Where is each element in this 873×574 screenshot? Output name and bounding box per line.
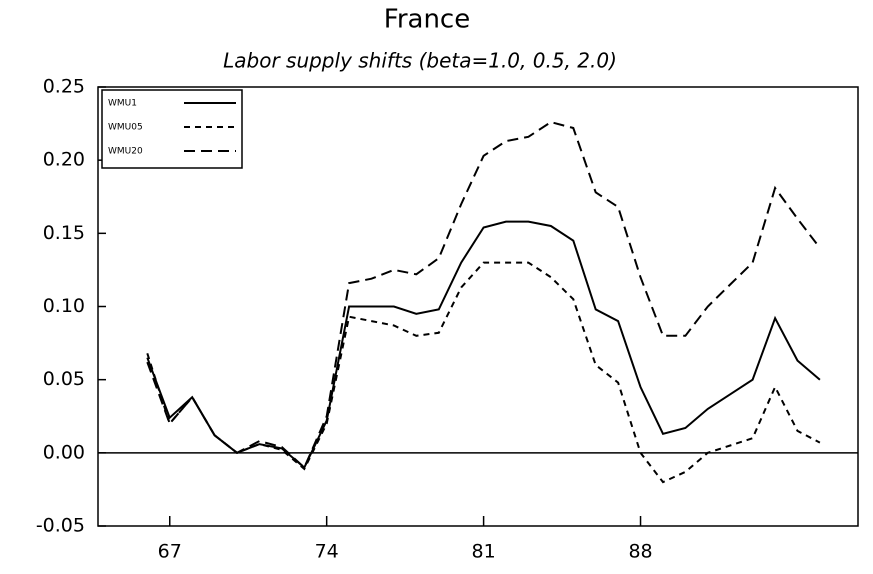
legend-label: WMU20 [108,147,143,157]
y-tick-label: 0.25 [43,76,85,98]
line-series [146,121,821,470]
x-tick-label: 81 [472,541,496,563]
y-tick-label: 0.15 [43,222,85,244]
chart-subtitle: Labor supply shifts (beta=1.0, 0.5, 2.0) [223,49,617,73]
y-tick-label: 0.20 [43,149,85,171]
y-tick-label: 0.05 [43,368,85,390]
x-tick-label: 67 [158,541,182,563]
line-series [146,220,821,470]
legend-label: WMU1 [108,99,137,109]
line-series [146,261,821,484]
y-tick-label: 0.10 [43,295,85,317]
chart-title: France [384,5,470,35]
y-tick-label: 0.00 [43,441,85,463]
x-tick-label: 74 [315,541,339,563]
x-tick-label: 88 [628,541,652,563]
legend-label: WMU05 [108,123,143,133]
y-tick-label: -0.05 [36,515,85,537]
